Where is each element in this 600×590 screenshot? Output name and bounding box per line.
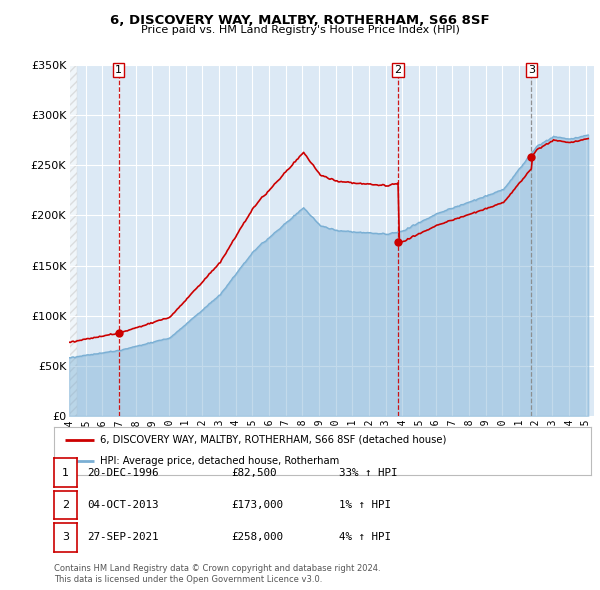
Text: 4% ↑ HPI: 4% ↑ HPI [339, 533, 391, 542]
Text: 1% ↑ HPI: 1% ↑ HPI [339, 500, 391, 510]
Text: 6, DISCOVERY WAY, MALTBY, ROTHERHAM, S66 8SF (detached house): 6, DISCOVERY WAY, MALTBY, ROTHERHAM, S66… [100, 435, 446, 445]
Text: 27-SEP-2021: 27-SEP-2021 [87, 533, 158, 542]
Text: 1: 1 [115, 65, 122, 75]
Text: HPI: Average price, detached house, Rotherham: HPI: Average price, detached house, Roth… [100, 457, 339, 467]
Text: 33% ↑ HPI: 33% ↑ HPI [339, 468, 397, 477]
Text: 6, DISCOVERY WAY, MALTBY, ROTHERHAM, S66 8SF: 6, DISCOVERY WAY, MALTBY, ROTHERHAM, S66… [110, 14, 490, 27]
Bar [69, 65, 77, 416]
Text: £258,000: £258,000 [231, 533, 283, 542]
Text: 04-OCT-2013: 04-OCT-2013 [87, 500, 158, 510]
Text: Contains HM Land Registry data © Crown copyright and database right 2024.: Contains HM Land Registry data © Crown c… [54, 565, 380, 573]
Text: 3: 3 [62, 533, 69, 542]
Text: 20-DEC-1996: 20-DEC-1996 [87, 468, 158, 477]
Text: 1: 1 [62, 468, 69, 477]
Text: 3: 3 [528, 65, 535, 75]
Text: 2: 2 [395, 65, 402, 75]
Text: 2: 2 [62, 500, 69, 510]
Text: £82,500: £82,500 [231, 468, 277, 477]
Text: £173,000: £173,000 [231, 500, 283, 510]
Text: This data is licensed under the Open Government Licence v3.0.: This data is licensed under the Open Gov… [54, 575, 322, 584]
Text: Price paid vs. HM Land Registry's House Price Index (HPI): Price paid vs. HM Land Registry's House … [140, 25, 460, 35]
